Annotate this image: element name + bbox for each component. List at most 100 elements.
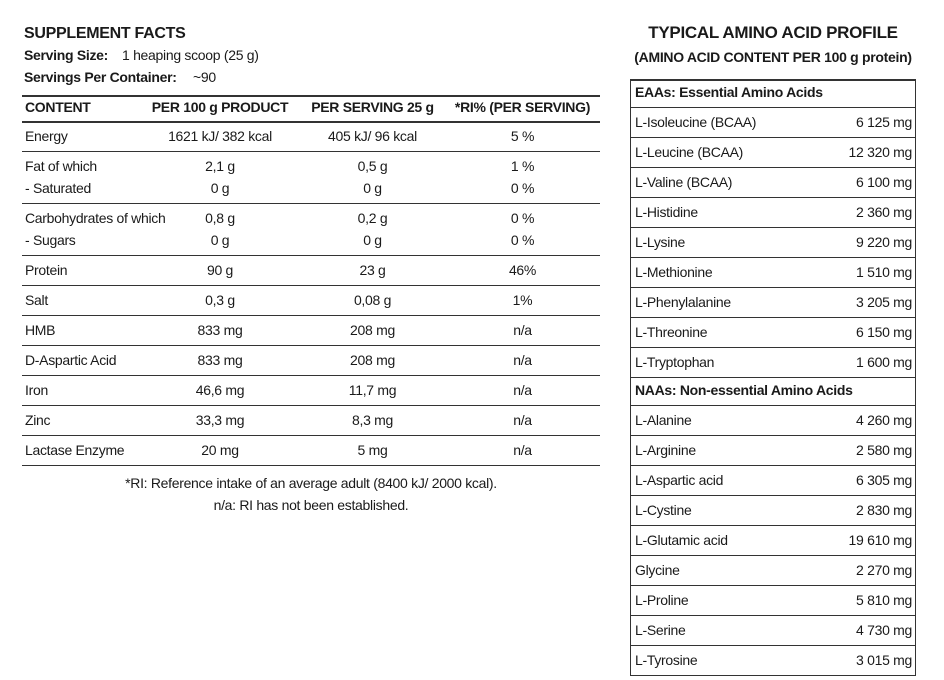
cell: Zinc — [25, 412, 51, 428]
rule — [22, 285, 600, 286]
amino-name: L-Lysine — [635, 234, 685, 250]
rule — [630, 405, 916, 406]
amino-value: 3 015 mg — [856, 652, 912, 668]
cell: 5 % — [510, 128, 535, 144]
rule — [22, 465, 600, 466]
rule — [630, 615, 916, 616]
box-left — [630, 79, 631, 675]
cell: n/a — [513, 382, 532, 398]
amino-name: L-Glutamic acid — [635, 532, 728, 548]
amino-name: L-Arginine — [635, 442, 696, 458]
cell: 33,3 mg — [195, 412, 245, 428]
cell: 2,1 g — [205, 158, 235, 174]
rule — [630, 495, 916, 496]
footnote: n/a: RI has not been established. — [213, 497, 409, 513]
header-cell: *RI% (PER SERVING) — [454, 99, 591, 115]
cell: 0 g — [363, 180, 382, 196]
cell: 0,8 g — [205, 210, 235, 226]
amino-value: 6 305 mg — [856, 472, 912, 488]
rule — [630, 585, 916, 586]
cell: 0 g — [210, 180, 230, 196]
cell: 833 mg — [197, 352, 243, 368]
rule — [22, 255, 600, 256]
rule — [630, 107, 916, 108]
cell: 8,3 mg — [352, 412, 393, 428]
cell: Carbohydrates of which — [25, 210, 166, 226]
amino-name: L-Isoleucine (BCAA) — [635, 114, 757, 130]
cell: 0,5 g — [357, 158, 388, 174]
amino-name: Glycine — [635, 562, 680, 578]
rule — [630, 287, 916, 288]
amino-value: 6 150 mg — [856, 324, 912, 340]
rule — [22, 95, 600, 97]
amino-value: 12 320 mg — [848, 144, 913, 160]
cell: 0 g — [210, 232, 230, 248]
cell: HMB — [25, 322, 56, 338]
rule — [630, 227, 916, 228]
amino-name: L-Aspartic acid — [635, 472, 724, 488]
header-cell: CONTENT — [25, 99, 91, 115]
amino-name: L-Serine — [635, 622, 686, 638]
amino-name: L-Threonine — [635, 324, 708, 340]
section-heading: NAAs: Non-essential Amino Acids — [635, 382, 853, 398]
amino-value: 1 600 mg — [856, 354, 912, 370]
amino-value: 2 270 mg — [856, 562, 912, 578]
amino-value: 4 260 mg — [856, 412, 912, 428]
rule — [630, 137, 916, 138]
rule — [630, 347, 916, 348]
serving-value: 1 heaping scoop (25 g) — [122, 47, 259, 63]
cell: 1% — [512, 292, 533, 308]
cell: Fat of which — [25, 158, 97, 174]
cell: 5 mg — [357, 442, 388, 458]
cell: - Sugars — [25, 232, 76, 248]
section-heading: EAAs: Essential Amino Acids — [635, 84, 823, 100]
cell: 0,08 g — [353, 292, 392, 308]
cell: 208 mg — [350, 352, 395, 368]
rule — [22, 151, 600, 152]
cell: 0 % — [510, 210, 535, 226]
cell: 11,7 mg — [348, 382, 397, 398]
amino-name: L-Tryptophan — [635, 354, 715, 370]
cell: - Saturated — [25, 180, 91, 196]
rule — [630, 525, 916, 526]
cell: 0,2 g — [357, 210, 388, 226]
subtitle: (AMINO ACID CONTENT PER 100 g protein) — [634, 49, 912, 65]
header-cell: PER 100 g PRODUCT — [151, 99, 289, 115]
rule — [630, 377, 916, 378]
cell: D-Aspartic Acid — [25, 352, 117, 368]
amino-name: L-Leucine (BCAA) — [635, 144, 744, 160]
cell: Protein — [25, 262, 68, 278]
title: TYPICAL AMINO ACID PROFILE — [648, 23, 898, 42]
cell: 0,3 g — [205, 292, 235, 308]
rule — [22, 315, 600, 316]
cell: 0 % — [510, 232, 535, 248]
rule — [22, 375, 600, 376]
servings-label: Servings Per Container: — [24, 69, 177, 85]
cell: Salt — [25, 292, 48, 308]
amino-value: 19 610 mg — [848, 532, 913, 548]
rule — [630, 257, 916, 258]
box-right — [915, 79, 916, 675]
rule — [630, 645, 916, 646]
cell: Energy — [25, 128, 68, 144]
cell: 0 % — [510, 180, 535, 196]
rule — [630, 465, 916, 466]
amino-value: 9 220 mg — [856, 234, 912, 250]
amino-value: 5 810 mg — [856, 592, 912, 608]
cell: n/a — [513, 442, 532, 458]
cell: Lactase Enzyme — [25, 442, 125, 458]
amino-name: L-Tyrosine — [635, 652, 698, 668]
amino-value: 2 360 mg — [856, 204, 912, 220]
amino-value: 1 510 mg — [856, 264, 912, 280]
cell: 1 % — [510, 158, 535, 174]
cell: n/a — [513, 412, 532, 428]
amino-name: L-Proline — [635, 592, 689, 608]
servings-value: ~90 — [193, 69, 216, 85]
cell: n/a — [513, 352, 532, 368]
cell: 23 g — [359, 262, 386, 278]
rule — [22, 405, 600, 406]
rule — [22, 121, 600, 123]
cell: 208 mg — [350, 322, 395, 338]
cell: 833 mg — [197, 322, 243, 338]
amino-name: L-Histidine — [635, 204, 698, 220]
